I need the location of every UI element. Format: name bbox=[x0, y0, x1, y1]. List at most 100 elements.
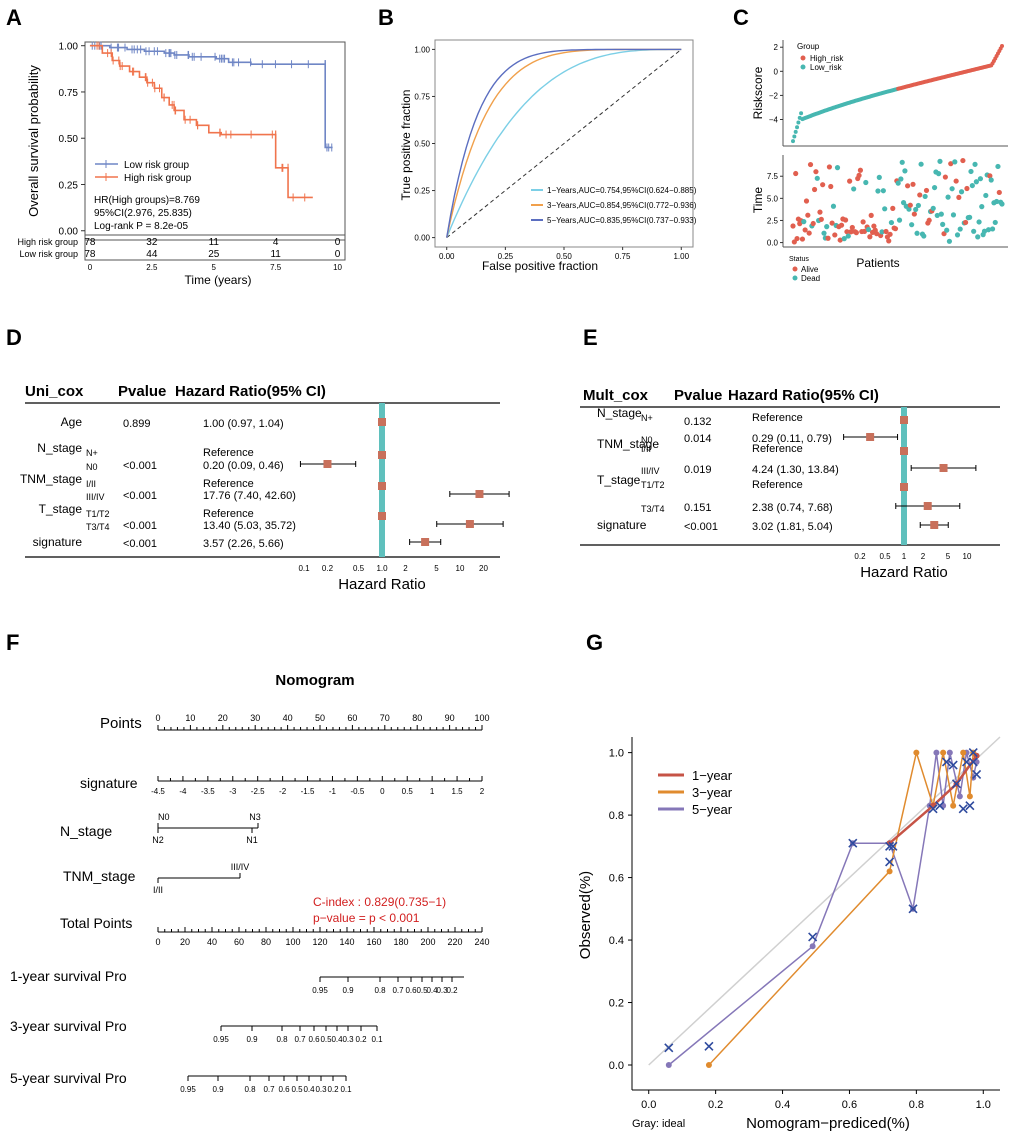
cal-point-5-year bbox=[809, 943, 816, 950]
forest-x-label: Hazard Ratio bbox=[860, 564, 948, 581]
forest-point-box bbox=[378, 418, 386, 426]
forest-x-tick: 0.1 bbox=[298, 564, 310, 573]
forest-x-tick: 20 bbox=[479, 564, 488, 573]
y-axis-label: Observed(%) bbox=[577, 871, 594, 959]
total-tick-label: 0 bbox=[155, 937, 160, 947]
y-tick-label: 0.75 bbox=[59, 88, 79, 99]
time-point bbox=[865, 226, 872, 233]
nomogram-row-label: Points bbox=[100, 715, 142, 732]
cal-km-cross bbox=[958, 804, 968, 814]
cal-point-5-year bbox=[933, 749, 940, 756]
riskscore-point bbox=[799, 111, 804, 116]
forest-header-hr: Hazard Ratio(95% CI) bbox=[728, 387, 879, 404]
time-point bbox=[856, 172, 862, 178]
forest-pvalue: <0.001 bbox=[123, 460, 157, 472]
cal-km-cross bbox=[885, 841, 895, 851]
forest-row-sub: N+ bbox=[641, 413, 653, 423]
legend-title-status: Status bbox=[789, 256, 809, 263]
forest-ref-box bbox=[900, 416, 908, 424]
x-tick-label: 0 bbox=[88, 263, 93, 272]
forest-header-name: Mult_cox bbox=[583, 387, 649, 404]
forest-x-tick: 10 bbox=[963, 552, 972, 561]
forest-row-label: N_stage bbox=[37, 441, 82, 455]
y-tick-label: 5.0 bbox=[767, 194, 779, 203]
y-tick-label: −2 bbox=[769, 91, 779, 100]
total-tick-label: 120 bbox=[312, 937, 327, 947]
forest-row-label: N_stage bbox=[597, 406, 642, 420]
time-point bbox=[981, 228, 988, 234]
forest-row-label: TNM_stage bbox=[597, 437, 659, 451]
points-tick-label: 10 bbox=[185, 713, 195, 723]
cal-km-cross bbox=[888, 841, 898, 851]
time-point bbox=[851, 186, 857, 192]
roc-curve-1-Years bbox=[446, 48, 682, 238]
signature-tick-label: 0.5 bbox=[402, 787, 414, 796]
y-tick-label: 0.25 bbox=[59, 180, 79, 191]
cal-point-5-year bbox=[946, 749, 953, 756]
cal-point-3-year bbox=[940, 749, 947, 756]
nomogram-row-label: 5-year survival Pro bbox=[10, 1070, 127, 1086]
forest-reference-line bbox=[379, 403, 385, 557]
surv5-tick-label: 0.95 bbox=[180, 1085, 196, 1094]
forest-x-tick: 1 bbox=[902, 552, 907, 561]
y-tick-label: 2.5 bbox=[767, 216, 779, 225]
forest-pvalue: <0.001 bbox=[123, 520, 157, 532]
surv5-tick-label: 0.8 bbox=[244, 1085, 256, 1094]
time-point bbox=[871, 223, 877, 229]
surv3-tick-label: 0.1 bbox=[371, 1035, 383, 1044]
roc-curve-5-Years bbox=[446, 48, 682, 238]
cal-km-cross bbox=[968, 748, 978, 758]
forest-hr-text: 13.40 (5.03, 35.72) bbox=[203, 520, 296, 532]
x-tick-label: 10 bbox=[333, 263, 342, 272]
forest-row-label: T_stage bbox=[39, 502, 83, 516]
time-point bbox=[983, 192, 989, 199]
time-point bbox=[967, 214, 973, 220]
time-point bbox=[849, 224, 855, 231]
time-point bbox=[824, 224, 830, 230]
signature-tick-label: -4 bbox=[179, 787, 187, 796]
forest-hr-text: Reference bbox=[203, 508, 254, 520]
legend-label: 3−year bbox=[692, 785, 733, 800]
legend-low-label: Low risk group bbox=[124, 160, 189, 171]
footnote-ideal: Gray: ideal bbox=[632, 1118, 685, 1130]
forest-pvalue: 0.014 bbox=[684, 433, 712, 445]
y-axis-label-top: Riskscore bbox=[751, 66, 765, 119]
time-point bbox=[845, 233, 851, 239]
time-point bbox=[820, 182, 826, 188]
forest-point-box bbox=[475, 490, 484, 498]
y-tick-label: 0.00 bbox=[59, 227, 79, 238]
y-tick-label: 0.2 bbox=[609, 998, 624, 1010]
forest-ref-box bbox=[378, 451, 386, 459]
time-point bbox=[899, 159, 905, 165]
time-point bbox=[842, 217, 849, 223]
time-point bbox=[940, 221, 946, 227]
panel-e-letter: E bbox=[583, 325, 598, 350]
time-point bbox=[844, 229, 850, 235]
time-point bbox=[944, 227, 950, 233]
time-point bbox=[847, 178, 853, 184]
cal-km-cross bbox=[808, 932, 818, 942]
tnm-label: I/II bbox=[153, 885, 163, 895]
time-point bbox=[968, 168, 974, 175]
points-tick-label: 90 bbox=[445, 713, 455, 723]
time-point bbox=[874, 231, 880, 237]
nomogram-row-label: TNM_stage bbox=[63, 868, 136, 884]
cal-curve-3-year bbox=[708, 749, 974, 1066]
forest-pvalue: <0.001 bbox=[123, 490, 157, 502]
surv1-tick-label: 0.8 bbox=[374, 986, 386, 995]
x-tick-label: 0.25 bbox=[498, 252, 514, 261]
time-point bbox=[861, 228, 868, 234]
surv1-tick-label: 0.2 bbox=[446, 986, 458, 995]
y-tick-label: 7.5 bbox=[767, 172, 779, 181]
signature-tick-label: 1.5 bbox=[452, 787, 464, 796]
total-tick-label: 160 bbox=[366, 937, 381, 947]
signature-tick-label: 1 bbox=[430, 787, 435, 796]
surv5-tick-label: 0.6 bbox=[278, 1085, 290, 1094]
legend-label: 5−Years,AUC=0.835,95%CI(0.737−0.933) bbox=[547, 216, 697, 225]
pvalue-text: p−value = p < 0.001 bbox=[313, 911, 420, 925]
points-tick-label: 100 bbox=[474, 713, 489, 723]
y-tick-label: 0.0 bbox=[609, 1060, 624, 1072]
forest-pvalue: 0.132 bbox=[684, 416, 712, 428]
time-point bbox=[807, 161, 814, 168]
cal-km-cross bbox=[968, 757, 978, 767]
